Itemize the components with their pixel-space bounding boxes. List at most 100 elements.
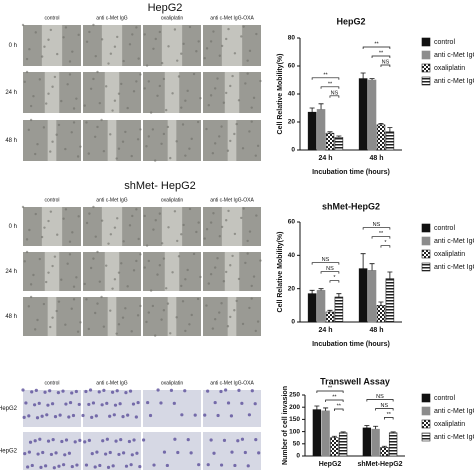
column-label: anti c-Met IgG-OXA: [210, 15, 254, 21]
significance-label: **: [328, 385, 333, 391]
cell-texture: [252, 96, 256, 100]
legend-label: anti c-Met IgG-: [434, 52, 474, 59]
column-label: control: [44, 380, 59, 386]
legend-swatch: [421, 393, 431, 403]
cell-texture: [153, 159, 157, 162]
cell-texture: [111, 109, 114, 112]
significance-label: NS: [376, 394, 384, 400]
wound-gap: [101, 25, 123, 66]
cell-texture: [151, 304, 155, 308]
column-label: anti c-Met IgG-OXA: [210, 197, 254, 203]
invading-cell: [250, 389, 254, 393]
cell-texture: [131, 214, 134, 218]
wound-gap: [41, 207, 63, 246]
cell-texture: [156, 94, 159, 97]
cell-texture: [180, 233, 183, 236]
cell-texture: [38, 257, 42, 261]
cell-texture: [145, 64, 149, 67]
cell-texture: [250, 284, 253, 288]
cell-texture: [212, 30, 215, 33]
cell-texture: [177, 75, 181, 78]
cell-texture: [33, 328, 37, 331]
cell-texture: [94, 54, 97, 58]
significance-bracket: [362, 46, 391, 49]
column-label: oxaliplatin: [161, 197, 183, 203]
micrograph: [143, 390, 201, 427]
invading-cell: [114, 439, 118, 443]
cell-texture: [62, 217, 65, 220]
legend-label: oxaliplatin: [434, 421, 465, 428]
significance-bracket: [371, 55, 391, 58]
micrograph: [203, 390, 261, 427]
x-tick-label: HepG2: [319, 461, 342, 468]
cell-texture: [188, 323, 191, 326]
invading-cell: [53, 415, 58, 419]
cell-texture: [85, 121, 88, 124]
cell-texture: [130, 154, 133, 158]
cell-texture: [47, 92, 50, 95]
cell-texture: [153, 334, 157, 337]
wound-gap: [44, 252, 60, 291]
invading-cell: [122, 451, 126, 455]
row-label: 24 h: [5, 90, 17, 96]
y-tick-label: 250: [289, 392, 300, 399]
invading-cell: [172, 401, 176, 405]
wound-gap: [104, 252, 120, 291]
y-tick-label: 50: [293, 441, 301, 448]
cell-texture: [151, 128, 155, 131]
cell-texture: [66, 262, 69, 265]
invading-cell: [240, 437, 245, 441]
error-bar: [381, 445, 387, 448]
invading-cell: [63, 453, 67, 457]
cell-texture: [76, 155, 80, 158]
cell-texture: [96, 125, 99, 129]
cell-texture: [227, 209, 230, 213]
cell-texture: [158, 84, 162, 88]
invading-cell: [38, 437, 42, 441]
cell-texture: [102, 149, 106, 153]
legend-label: anti c-Met IgG-OXA: [434, 78, 474, 85]
cell-texture: [96, 250, 99, 254]
invading-cell: [222, 438, 227, 442]
cell-texture: [186, 268, 189, 272]
invading-cell: [91, 401, 96, 405]
cell-texture: [77, 215, 80, 218]
significance-label: NS: [331, 90, 339, 96]
cell-texture: [89, 87, 93, 91]
invading-cell: [37, 401, 41, 405]
cell-texture: [47, 271, 50, 274]
invading-cell: [21, 388, 25, 392]
cell-texture: [240, 216, 243, 220]
invading-cell: [180, 413, 184, 417]
invading-cell: [83, 440, 87, 444]
cell-texture: [124, 307, 127, 310]
invading-cell: [108, 450, 112, 455]
invading-cell: [209, 438, 213, 442]
invading-cell: [90, 415, 94, 419]
cell-texture: [233, 132, 236, 136]
cell-texture: [87, 152, 91, 155]
significance-bracket: [380, 64, 391, 67]
cell-texture: [250, 120, 253, 123]
cell-texture: [244, 82, 247, 85]
invading-cell: [98, 463, 102, 468]
cell-texture: [45, 102, 48, 105]
significance-label: **: [374, 41, 379, 47]
legend-label: anti c-Met IgG-OXA: [434, 264, 474, 271]
cell-texture: [190, 137, 193, 141]
bar: [388, 432, 398, 457]
cell-texture: [49, 150, 52, 153]
invading-cell: [60, 439, 64, 444]
cell-texture: [121, 140, 125, 143]
micrograph: [23, 390, 81, 427]
cell-texture: [145, 145, 148, 148]
row-label: 0 h: [9, 224, 17, 230]
invading-cell: [111, 464, 115, 468]
invading-cell: [41, 450, 45, 455]
wound-gap: [47, 120, 57, 161]
invading-cell: [152, 463, 156, 467]
cell-texture: [162, 309, 166, 312]
invading-cell: [115, 389, 119, 393]
cell-texture: [72, 285, 76, 288]
cell-texture: [250, 106, 253, 109]
